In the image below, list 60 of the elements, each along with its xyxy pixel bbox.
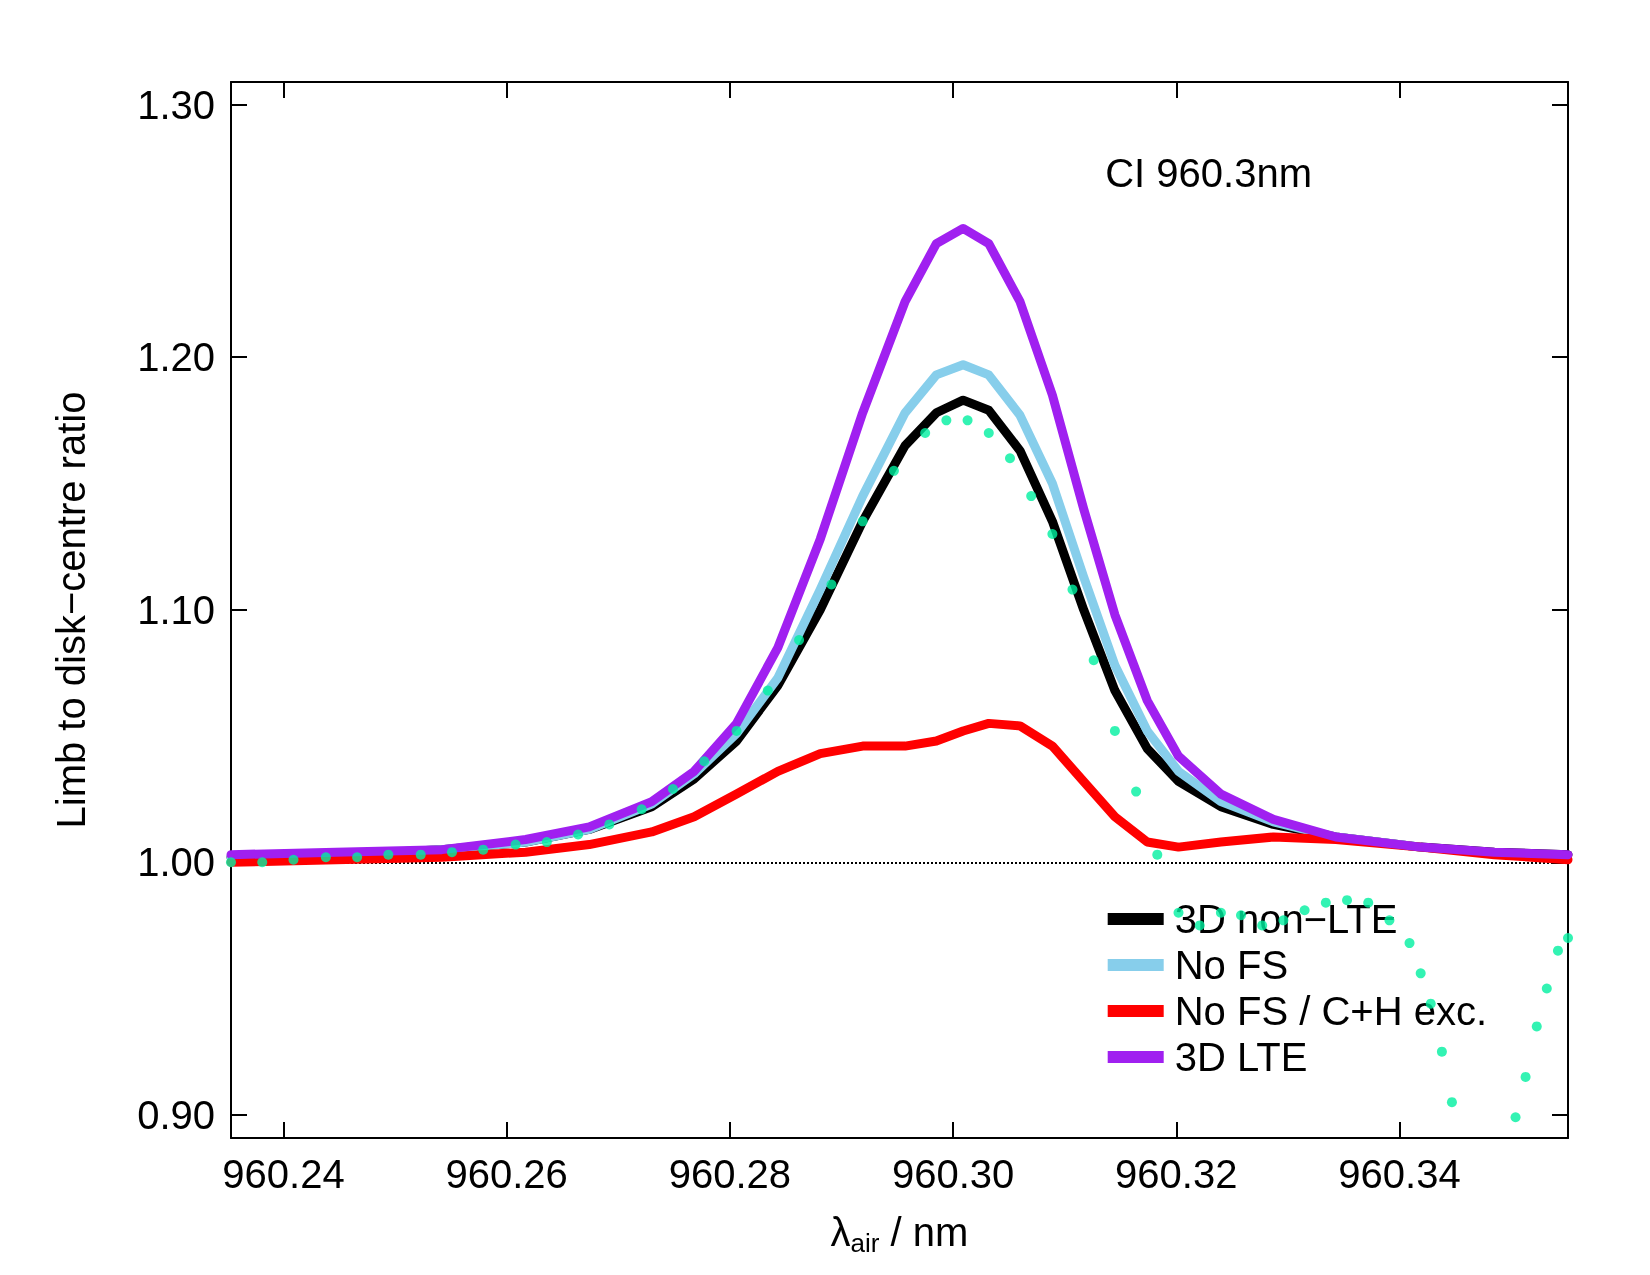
point: [1520, 1071, 1531, 1082]
point: [1109, 725, 1120, 736]
point: [478, 844, 489, 855]
point: [1563, 933, 1573, 944]
point: [731, 725, 742, 736]
point: [794, 635, 805, 646]
point: [320, 852, 331, 863]
point: [1446, 1097, 1457, 1108]
point: [1436, 1046, 1447, 1057]
y-tick-label: 0.90: [137, 1092, 215, 1137]
y-tick-label: 1.00: [137, 840, 215, 885]
point: [983, 427, 994, 438]
point: [699, 756, 710, 767]
x-tick-label: 960.30: [891, 1152, 1015, 1196]
x-tick-label: 960.24: [222, 1152, 345, 1196]
point: [383, 849, 394, 860]
point: [941, 415, 952, 426]
annotation: CI 960.3nm: [1105, 151, 1312, 195]
y-tick-label: 1.20: [137, 335, 215, 380]
legend-label: No FS: [1174, 943, 1289, 987]
y-axis-title: Limb to disk−centre ratio: [49, 391, 93, 829]
point: [257, 857, 268, 868]
point: [510, 839, 521, 850]
point: [636, 804, 647, 815]
point: [352, 852, 363, 863]
point: [1404, 938, 1415, 949]
point: [1047, 529, 1058, 539]
point: [604, 819, 615, 830]
point: [1131, 786, 1142, 797]
point: [920, 427, 931, 438]
point: [1088, 655, 1099, 666]
x-tick-label: 960.32: [1115, 1152, 1238, 1196]
point: [1510, 1112, 1521, 1123]
point: [1026, 491, 1037, 502]
point: [762, 685, 773, 696]
point: [667, 784, 678, 795]
point: [857, 516, 868, 527]
point: [888, 465, 899, 476]
point: [288, 854, 299, 865]
point: [1152, 849, 1163, 860]
legend-label: No FS / C+H exc.: [1174, 989, 1488, 1033]
point: [1552, 945, 1563, 956]
point: [415, 849, 426, 860]
point: [541, 837, 552, 848]
x-tick-label: 960.26: [445, 1152, 568, 1196]
x-tick-label: 960.34: [1338, 1152, 1461, 1196]
point: [1541, 983, 1552, 994]
y-tick-label: 1.10: [137, 587, 215, 632]
x-tick-label: 960.28: [668, 1152, 792, 1196]
point: [226, 857, 236, 868]
point: [826, 579, 837, 590]
point: [1067, 584, 1078, 595]
point: [573, 829, 584, 840]
point: [1531, 1021, 1542, 1032]
y-tick-label: 1.30: [137, 82, 215, 127]
point: [962, 415, 973, 426]
point: [1415, 968, 1426, 979]
point: [446, 847, 457, 858]
legend-label: 3D LTE: [1174, 1035, 1308, 1079]
point: [1005, 453, 1015, 464]
